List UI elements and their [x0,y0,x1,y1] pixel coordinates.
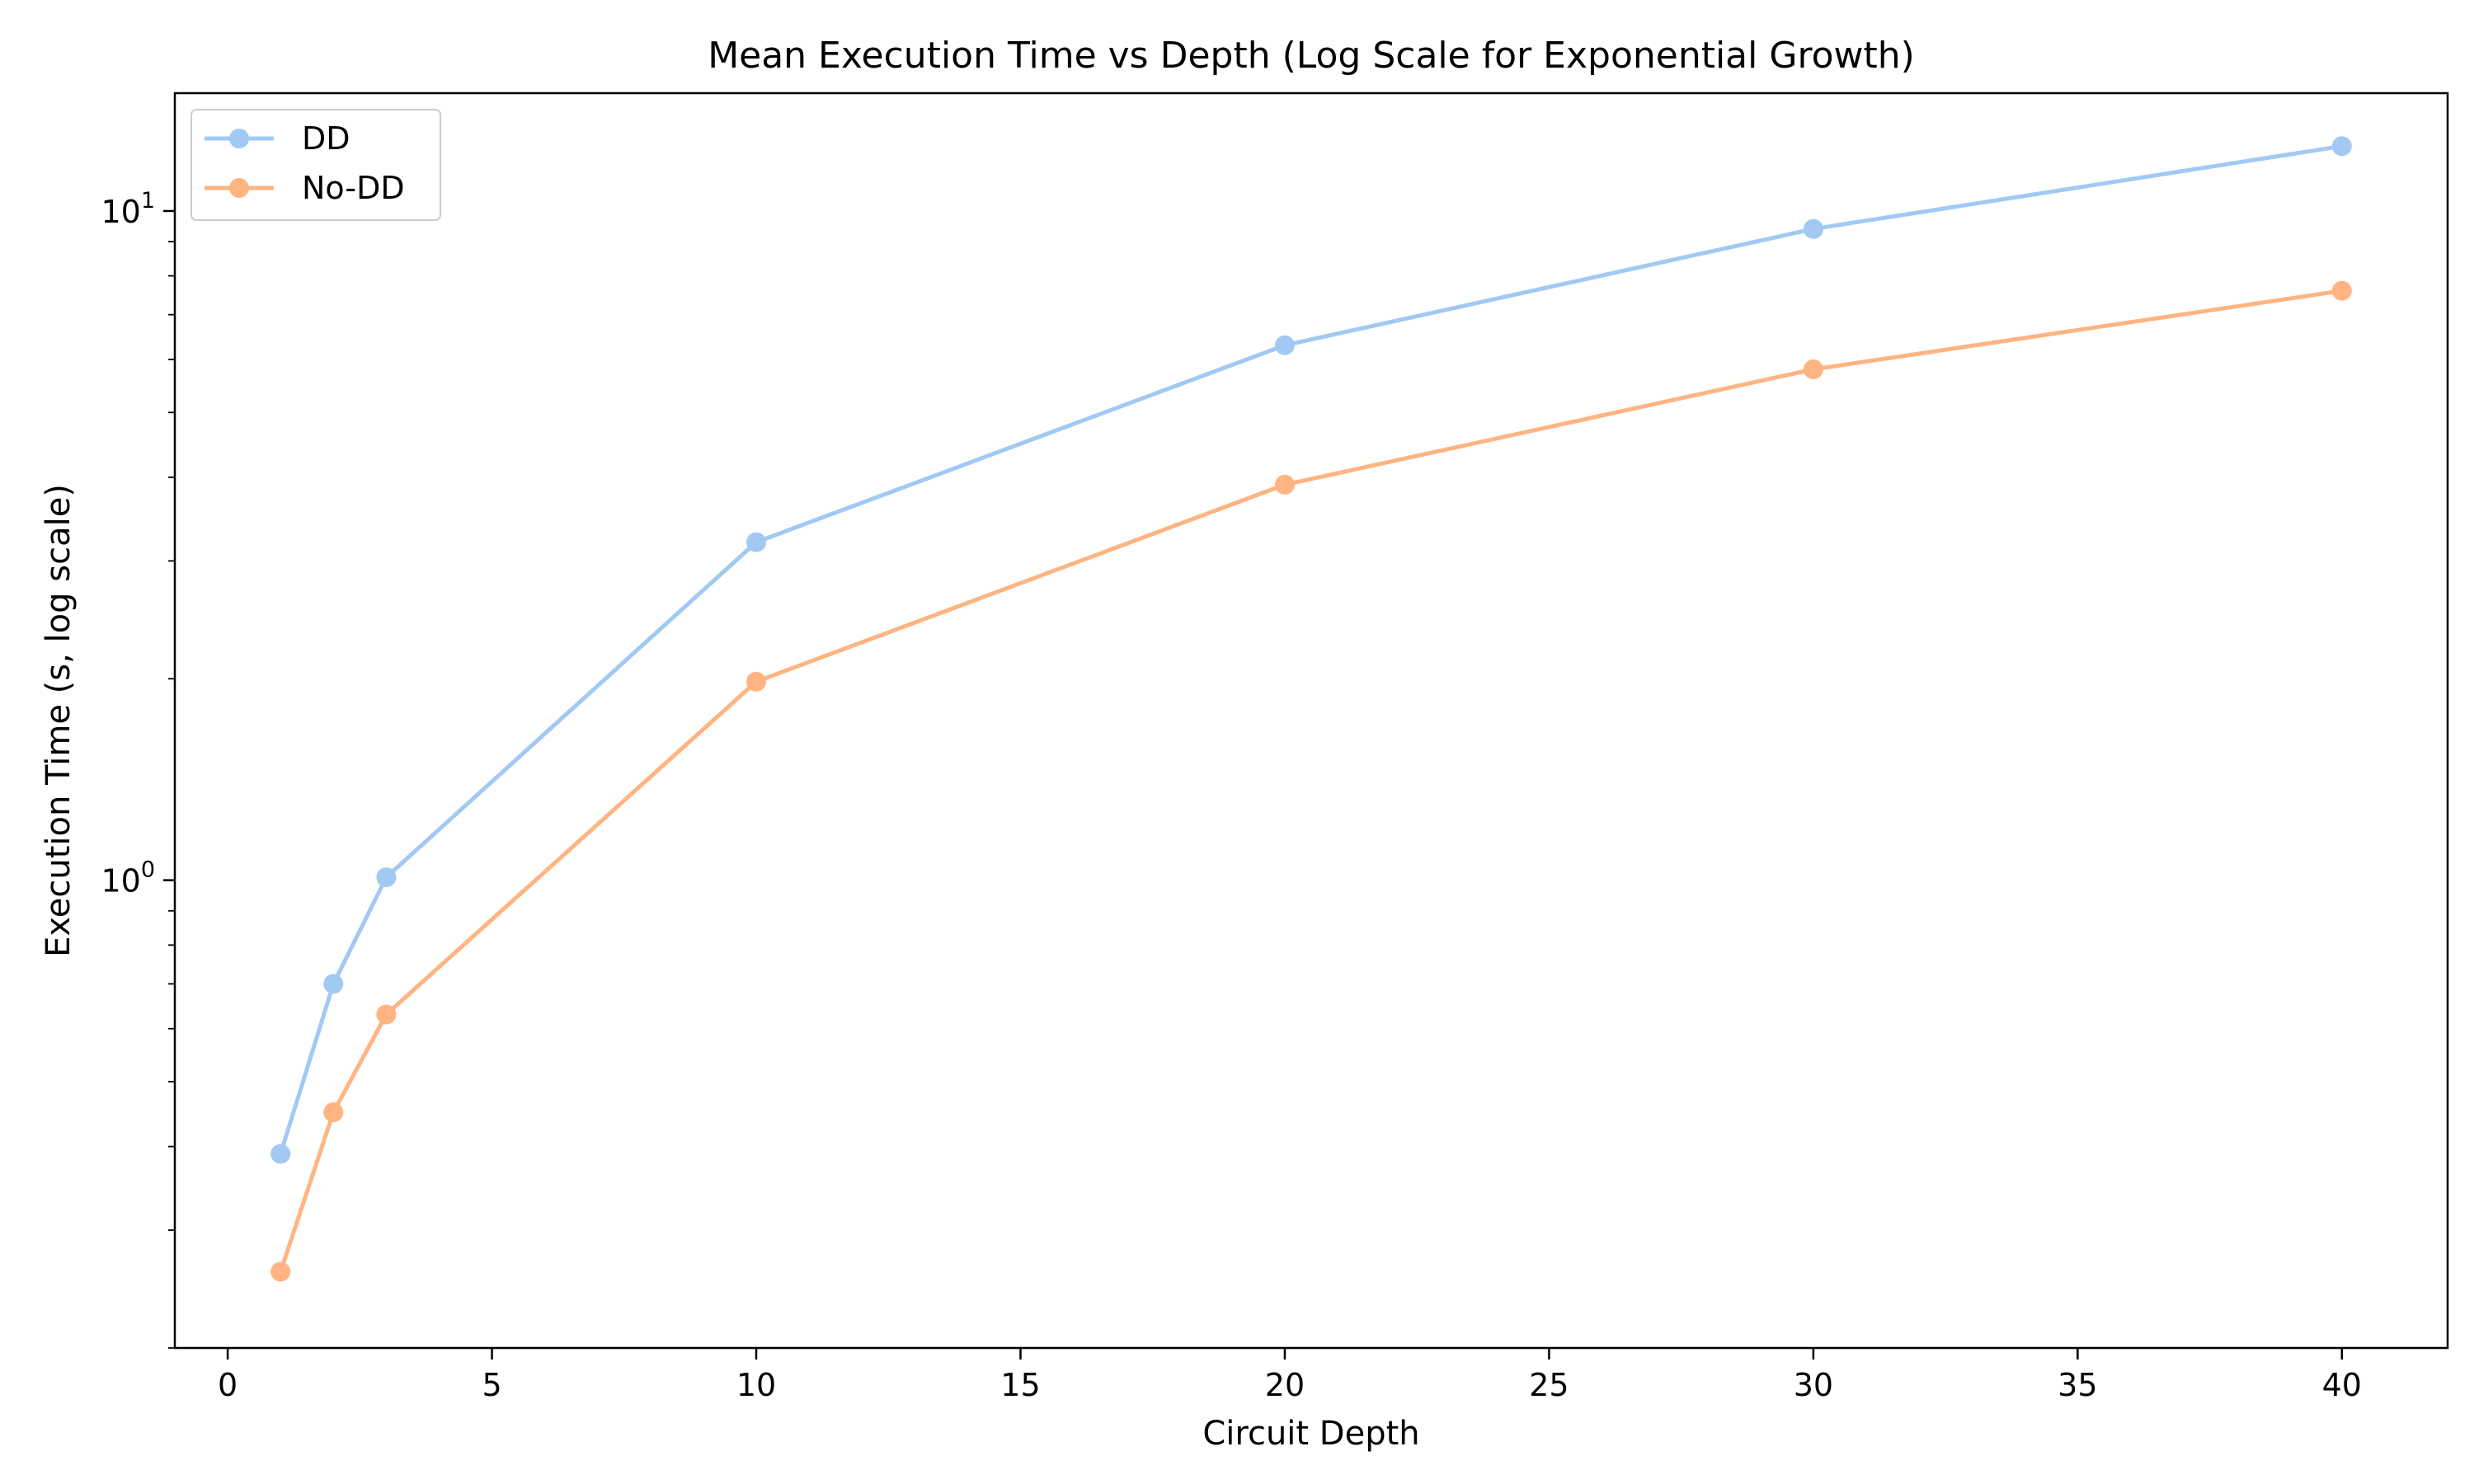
x-tick-label: 30 [1794,1367,1833,1403]
data-point [376,1004,397,1025]
x-tick-label: 40 [2322,1367,2362,1403]
chart-title: Mean Execution Time vs Depth (Log Scale … [708,35,1915,77]
x-tick-label: 5 [482,1367,501,1403]
x-axis-label: Circuit Depth [1202,1415,1419,1453]
x-tick-label: 25 [1529,1367,1569,1403]
legend-swatch-marker [229,129,249,148]
data-point [323,974,344,994]
legend-label: No-DD [302,170,405,206]
data-point [746,671,767,692]
y-tick-exponent: 0 [141,857,155,883]
y-tick-base: 10 [101,194,140,230]
legend-swatch-marker [229,178,249,198]
legend: DD No-DD [190,109,441,221]
y-tick-label: 101 [101,188,155,230]
plot-frame [173,92,2449,1350]
data-point [1803,218,1823,239]
data-point [746,532,767,552]
y-tick-label: 100 [101,857,155,899]
data-point [323,1102,344,1123]
data-point [1274,474,1295,495]
x-tick-label: 35 [2058,1367,2097,1403]
x-tick-label: 20 [1265,1367,1305,1403]
data-point [376,867,397,888]
x-axis-ticks: 0 5 10 15 20 25 30 35 40 [218,1348,2362,1403]
y-tick-base: 10 [101,863,140,899]
x-tick-label: 0 [218,1367,238,1403]
data-point [2331,136,2352,157]
x-tick-label: 15 [1000,1367,1040,1403]
x-tick-label: 10 [736,1367,776,1403]
y-axis-label: Execution Time (s, log scale) [40,484,78,957]
data-point [1803,359,1823,379]
data-point [2331,280,2352,301]
data-point [1274,335,1295,355]
y-tick-exponent: 1 [141,188,155,214]
legend-label: DD [302,120,350,157]
data-point [270,1261,291,1282]
series-layer [270,136,2352,1282]
data-point [270,1144,291,1164]
